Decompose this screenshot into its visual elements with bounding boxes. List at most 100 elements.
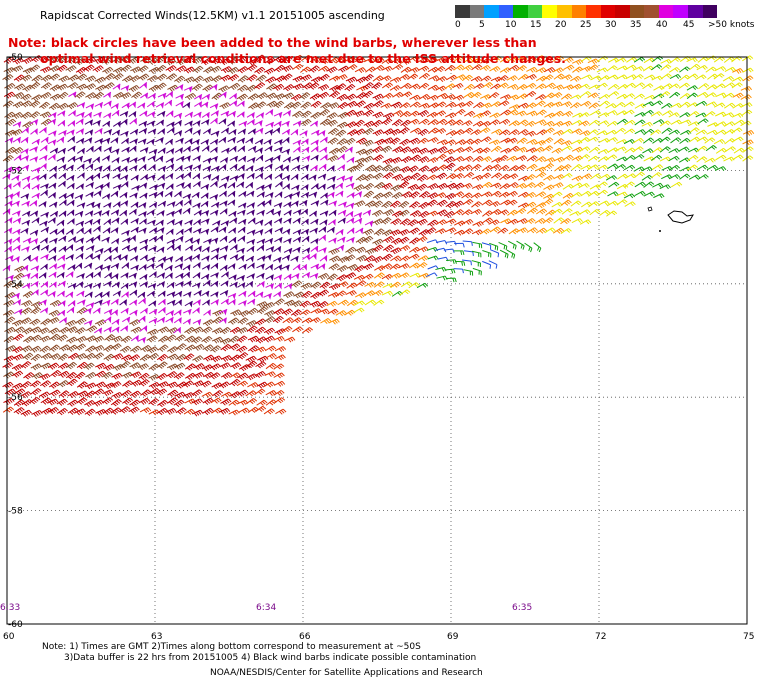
wind-barb (281, 65, 294, 72)
wind-barb (714, 166, 727, 172)
wind-barb (57, 254, 66, 262)
wind-barb (266, 100, 278, 108)
wind-barb (526, 227, 538, 234)
wind-barb (185, 244, 194, 252)
wind-barb (74, 193, 84, 201)
wind-barb (104, 73, 116, 81)
wind-barb (255, 101, 267, 109)
wind-barb (113, 121, 122, 128)
wind-barb (544, 92, 556, 99)
wind-barb (300, 110, 312, 118)
wind-barb (274, 139, 283, 146)
wind-barb (380, 102, 392, 109)
wind-barb (40, 66, 52, 74)
wind-barb (75, 118, 84, 126)
wind-barb (399, 146, 412, 154)
colorbar-label: 10 (505, 20, 517, 30)
wind-barb (237, 352, 249, 360)
wind-barb (173, 130, 183, 137)
wind-barb (659, 184, 671, 190)
wind-barb (192, 307, 200, 315)
wind-barb (40, 307, 49, 315)
wind-barb (427, 84, 440, 91)
wind-barb (131, 91, 143, 99)
wind-barb (112, 290, 122, 298)
wind-barb (148, 235, 158, 243)
wind-barb (236, 335, 248, 343)
wind-barb (715, 154, 727, 161)
wind-barb (58, 75, 70, 83)
wind-barb (687, 73, 699, 80)
wind-barb (229, 82, 241, 90)
wind-barb (722, 112, 735, 118)
wind-barb (472, 241, 483, 249)
wind-barb (263, 138, 272, 146)
wind-barb (164, 256, 174, 263)
wind-barb (20, 307, 32, 315)
wind-barb (76, 137, 85, 145)
wind-barb (236, 247, 245, 255)
wind-barb (281, 264, 290, 272)
wind-barb (543, 120, 555, 127)
wind-barb (4, 245, 13, 253)
wind-barb (67, 407, 79, 415)
wind-barb (201, 145, 210, 152)
wind-barb (165, 163, 175, 171)
wind-barb (372, 145, 384, 154)
wind-barb (417, 137, 429, 145)
wind-barb (229, 155, 239, 163)
wind-barb (337, 209, 347, 217)
wind-barb (463, 269, 474, 276)
wind-barb (732, 136, 744, 143)
wind-barb (661, 127, 673, 134)
wind-barb (578, 137, 590, 144)
wind-barb (219, 102, 231, 110)
wind-barb (398, 127, 410, 135)
wind-barb (471, 260, 481, 267)
wind-barb (569, 94, 582, 100)
wind-barb (57, 380, 69, 388)
wind-barb (281, 308, 293, 316)
wind-barb (31, 167, 41, 174)
wind-barb (236, 100, 245, 108)
wind-barb (184, 219, 193, 227)
wind-barb (2, 362, 14, 370)
wind-barb (326, 66, 338, 74)
wind-barb (344, 137, 356, 146)
wind-barb (236, 181, 245, 189)
wind-barb (319, 118, 331, 126)
wind-barb (435, 76, 448, 83)
wind-barb (355, 174, 367, 182)
wind-barb (113, 91, 125, 99)
wind-barb (436, 146, 448, 154)
wind-barb (66, 336, 78, 344)
colorbar-swatch (688, 5, 703, 18)
wind-barb (111, 129, 121, 137)
wind-barb (274, 264, 283, 272)
wind-barb (589, 209, 601, 216)
wind-barb (688, 127, 700, 134)
wind-barb (111, 157, 120, 164)
wind-barb (192, 155, 201, 163)
wind-barb (182, 271, 191, 279)
wind-barb (534, 100, 546, 107)
wind-barb (651, 147, 663, 154)
wind-barb (93, 111, 102, 119)
wind-barb (30, 363, 42, 371)
wind-barb (336, 93, 348, 101)
wind-barb (372, 154, 384, 162)
wind-barb (301, 155, 311, 163)
wind-barb (48, 281, 57, 289)
wind-barb (266, 83, 278, 91)
wind-barb (309, 300, 321, 308)
wind-barb (488, 201, 501, 207)
wind-barb (173, 309, 182, 317)
wind-barb (311, 129, 320, 137)
wind-barb (203, 128, 212, 136)
wind-barb (157, 110, 166, 118)
wind-barb (499, 173, 511, 181)
wind-barb (374, 182, 386, 190)
wind-barb (254, 229, 264, 236)
wind-barb (219, 200, 228, 208)
wind-barb (76, 361, 88, 370)
